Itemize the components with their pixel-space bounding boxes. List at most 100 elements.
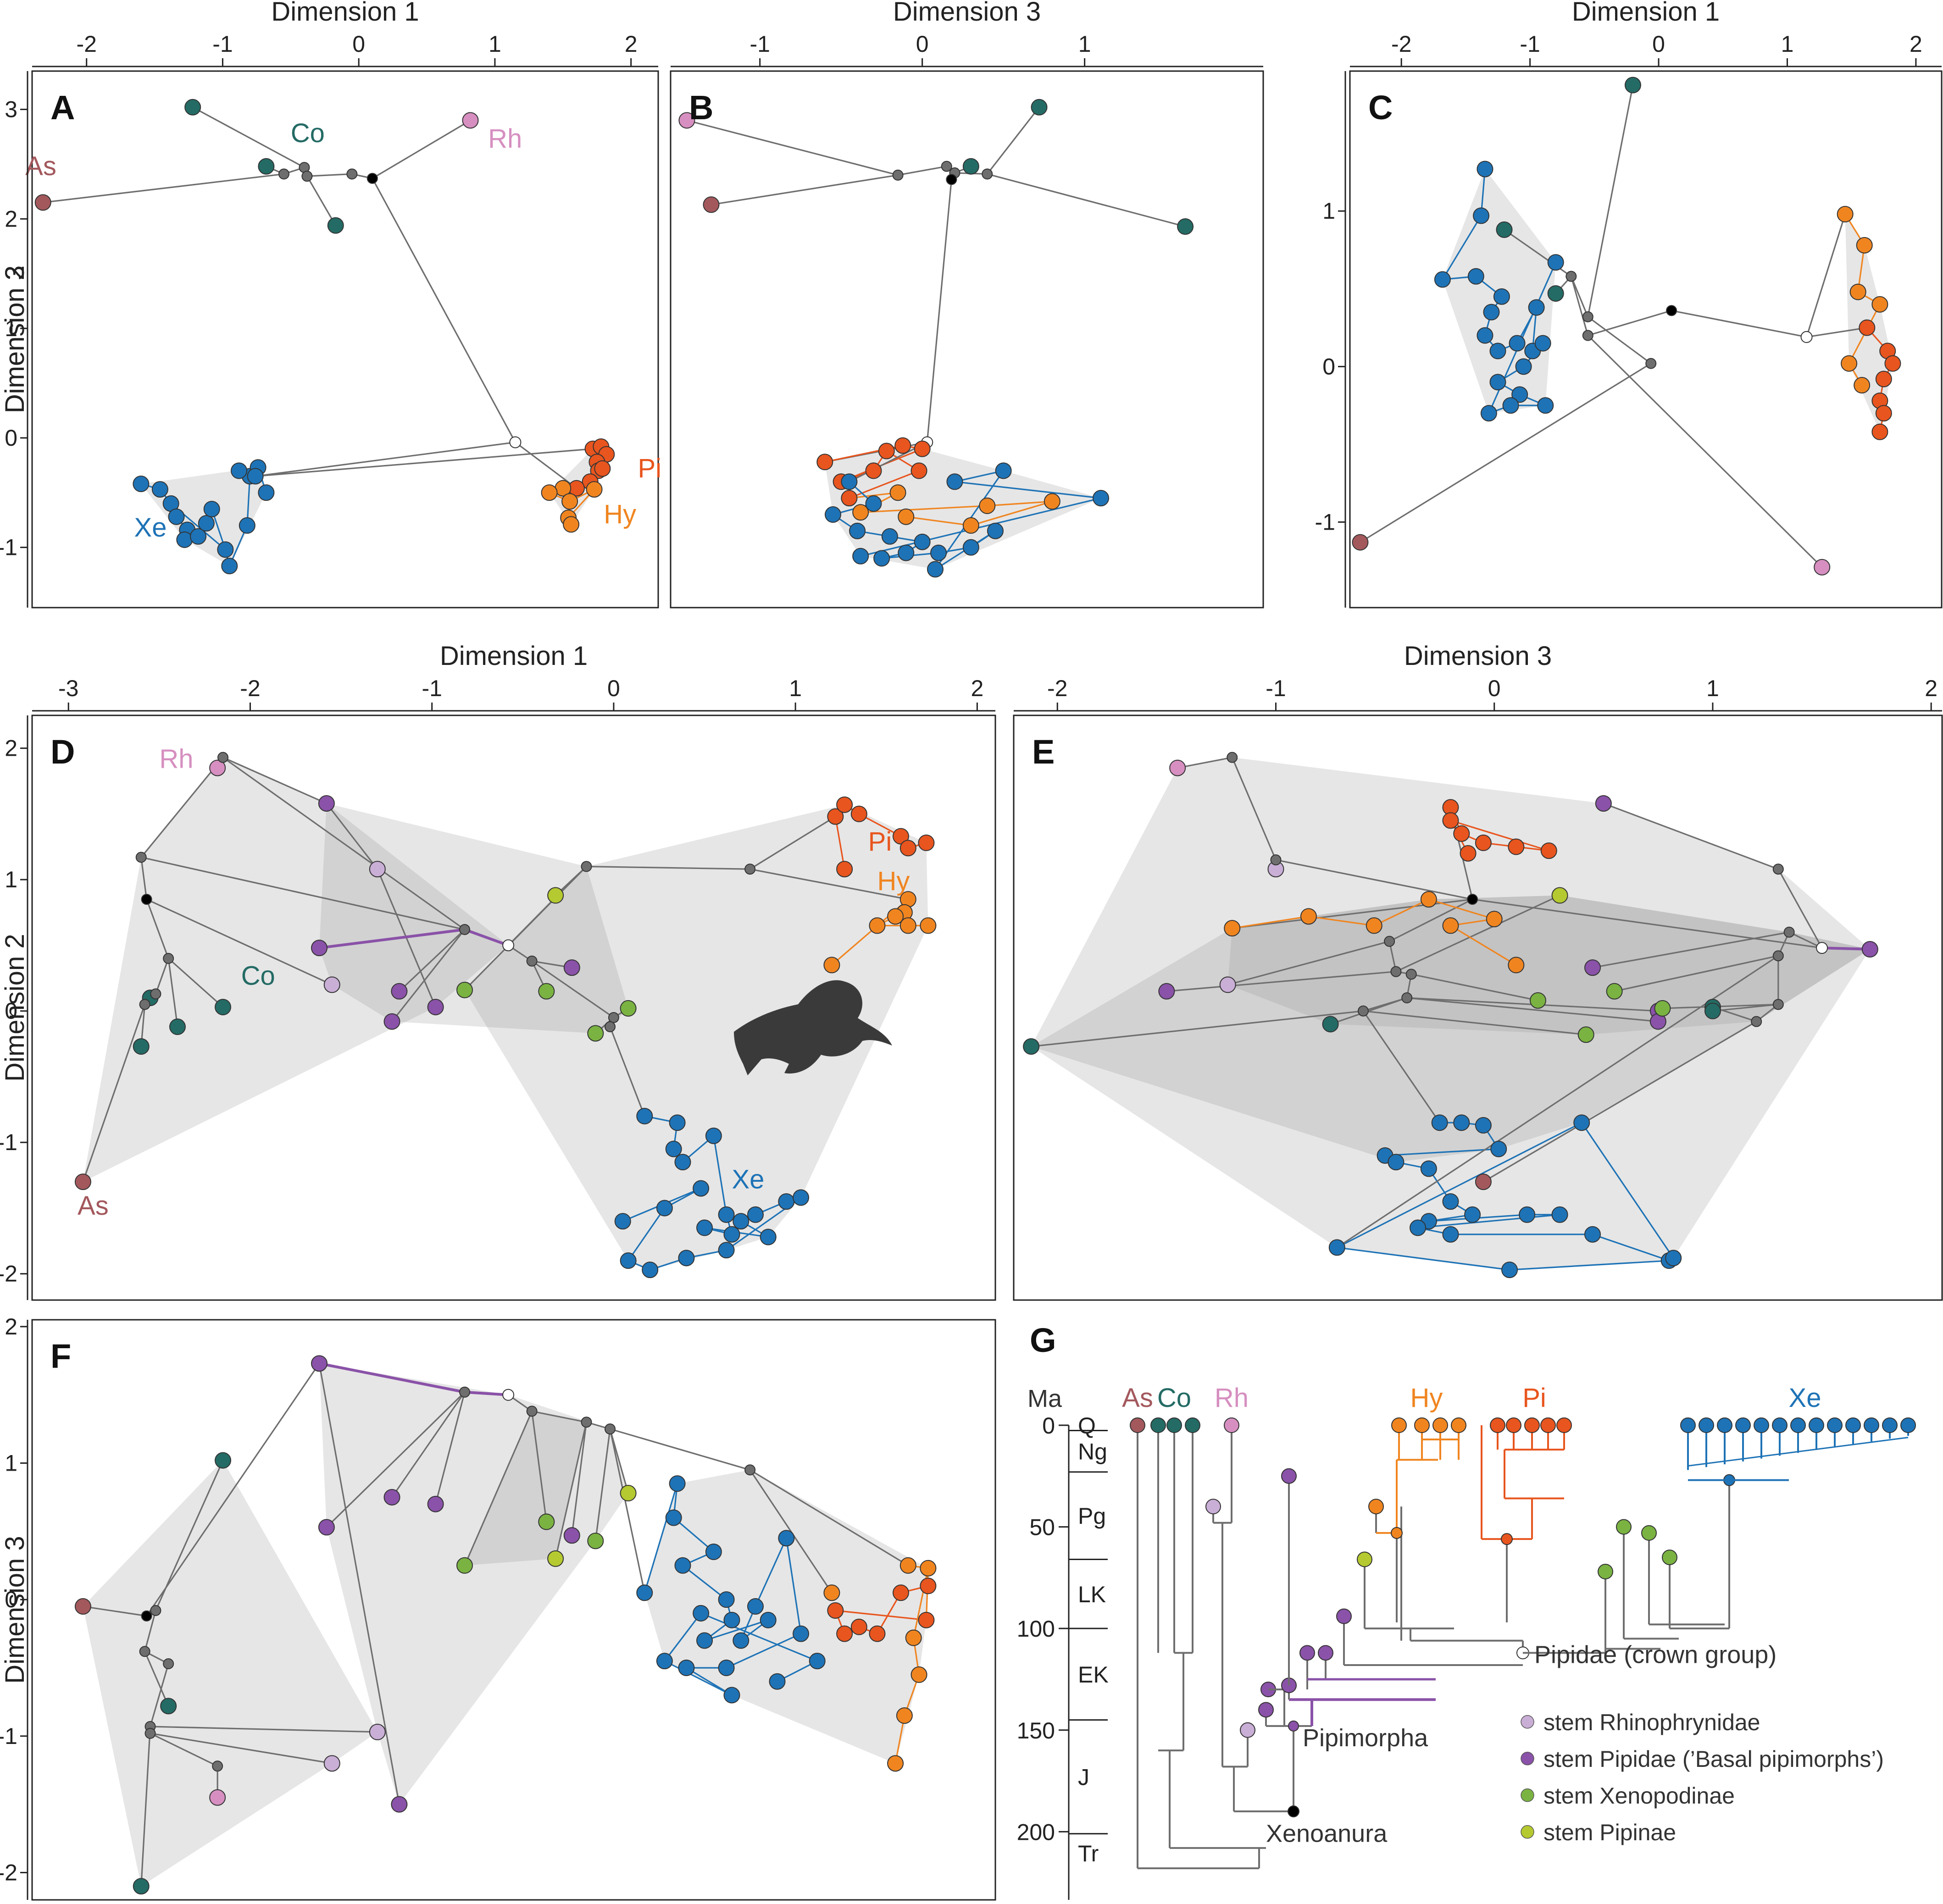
tree-tip-Hy — [1414, 1417, 1430, 1433]
point-Pi — [1442, 812, 1459, 829]
point-Xe — [665, 1509, 682, 1526]
point-Pi — [894, 437, 911, 454]
point-stemPip — [391, 1796, 408, 1813]
tree-tip-Hy — [1451, 1417, 1466, 1433]
hull-region — [465, 804, 928, 1270]
tree-edge — [372, 178, 516, 443]
axis-ma: Ma — [1027, 1385, 1062, 1412]
point-Hy — [896, 1707, 913, 1724]
panel-letter-D: D — [50, 733, 75, 771]
point-Co — [258, 158, 275, 175]
tree-edge — [594, 1428, 611, 1541]
point-Co — [133, 1038, 150, 1055]
point-Co — [1704, 1002, 1721, 1019]
time-tick-label: 0 — [1042, 1413, 1055, 1439]
point-stemXen — [456, 981, 473, 998]
point-internal — [1783, 926, 1795, 938]
point-Xe — [1431, 1114, 1448, 1131]
point-Co — [1547, 285, 1564, 302]
point-Hy — [920, 1560, 937, 1577]
point-Co — [327, 217, 344, 234]
tree-edge — [1450, 925, 1517, 966]
point-internal — [1390, 966, 1402, 977]
period-label: Tr — [1078, 1841, 1099, 1866]
point-internal — [941, 161, 952, 172]
point-stemXen — [587, 1025, 604, 1042]
point-Pi — [910, 462, 927, 479]
point-stemXen — [587, 1533, 604, 1550]
tree-edge — [318, 1363, 400, 1804]
x-axis-title: Dimension 1 — [1572, 0, 1720, 27]
tree-edge — [399, 929, 466, 992]
point-Hy — [1841, 355, 1858, 372]
point-internal — [459, 924, 471, 935]
point-Co — [169, 1018, 186, 1035]
point-Hy — [1508, 957, 1525, 974]
point-Xe — [151, 481, 168, 498]
tree-edge — [1337, 1122, 1582, 1248]
tree-tip-Co — [1166, 1417, 1182, 1433]
point-stemPipinae — [620, 1485, 637, 1502]
panel-frame — [1013, 714, 1943, 1301]
tree-edge — [1450, 819, 1549, 852]
tree-edge — [749, 868, 909, 900]
tree-edge — [531, 1411, 547, 1522]
point-Rh — [209, 1789, 226, 1806]
point-Hy — [905, 1629, 922, 1646]
point-internal — [212, 1760, 223, 1772]
tree-edge — [532, 1410, 587, 1423]
point-Pi — [914, 440, 931, 457]
point-Xe — [1434, 271, 1451, 288]
period-label: Q — [1078, 1413, 1096, 1439]
point-Xe — [1464, 1206, 1481, 1223]
point-internal — [1401, 992, 1413, 1004]
point-Xe — [705, 1544, 722, 1560]
point-Hy — [899, 917, 916, 934]
point-stemPip — [563, 959, 580, 976]
point-Xe — [168, 508, 185, 525]
legend-label: stem Pipinae — [1543, 1820, 1676, 1845]
tree-edge — [1428, 898, 1495, 920]
point-Xe — [852, 548, 869, 565]
tree-edge — [1581, 1122, 1674, 1259]
point-internal — [144, 1727, 156, 1739]
point-stemPip — [311, 1355, 328, 1372]
point-stemXen — [1606, 983, 1623, 1000]
point-Pi — [836, 1625, 853, 1642]
legend-swatch — [1521, 1715, 1534, 1729]
tree-edge — [1472, 898, 1822, 949]
point-stemXen — [538, 1513, 555, 1530]
point-Xe — [865, 495, 882, 512]
x-tick-label: -1 — [749, 31, 770, 57]
tree-tip-stemXen — [1598, 1564, 1613, 1580]
point-internal — [581, 861, 592, 872]
period-label: LK — [1078, 1582, 1106, 1607]
point-Pi — [1453, 825, 1470, 842]
tree-tip-Xe — [1699, 1417, 1714, 1433]
point-Co — [215, 1452, 232, 1469]
point-Xe — [1551, 1206, 1568, 1223]
point-Xe — [1410, 1219, 1427, 1236]
point-Hy — [823, 957, 840, 974]
point-Xe — [669, 1475, 686, 1492]
point-Xe — [1467, 268, 1484, 285]
point-Pi — [1875, 405, 1892, 422]
tree-edge — [150, 1726, 377, 1733]
point-internal — [605, 1423, 616, 1435]
tree-edge — [1806, 327, 1867, 338]
tree-edge — [222, 757, 465, 930]
point-internal — [1566, 271, 1577, 282]
point-root — [141, 1610, 152, 1622]
point-crown — [502, 939, 515, 952]
tree-edge — [1777, 869, 1823, 948]
tree-edge — [906, 516, 972, 526]
tree-edge — [986, 106, 1040, 175]
point-stemXen — [456, 1557, 473, 1574]
point-Xe — [1388, 1154, 1405, 1171]
point-Pi — [850, 1618, 867, 1635]
hull-region — [83, 1460, 377, 1887]
point-Xe — [1509, 335, 1526, 352]
point-Co — [1496, 221, 1513, 238]
point-internal — [605, 1021, 616, 1033]
point-Xe — [747, 1206, 764, 1223]
